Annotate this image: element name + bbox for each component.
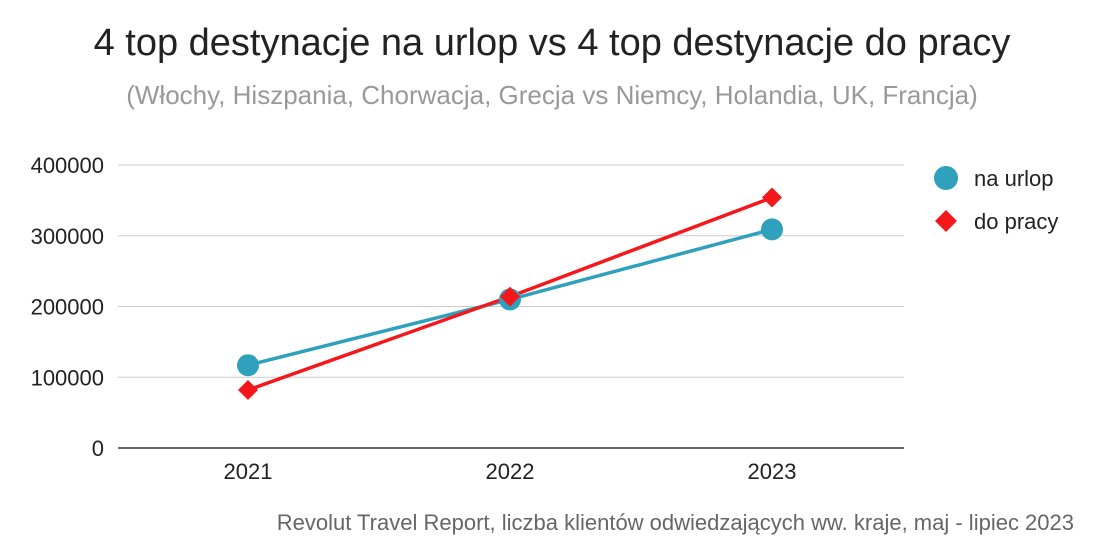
legend-label: do pracy	[974, 209, 1058, 234]
data-point-diamond	[238, 379, 258, 400]
y-axis-ticks: 0 100000 200000 300000 400000	[31, 153, 104, 461]
y-tick-label: 200000	[31, 295, 104, 320]
data-point-diamond	[762, 187, 782, 208]
chart-title: 4 top destynacje na urlop vs 4 top desty…	[93, 22, 1011, 64]
x-tick-label: 2021	[224, 459, 273, 484]
x-tick-label: 2022	[486, 459, 535, 484]
legend-label: na urlop	[974, 166, 1054, 191]
x-axis-ticks: 2021 2022 2023	[224, 459, 797, 484]
legend: na urlop do pracy	[934, 166, 1058, 234]
data-point-circle	[237, 354, 259, 377]
y-tick-label: 100000	[31, 365, 104, 390]
x-tick-label: 2023	[748, 459, 797, 484]
chart-subtitle: (Włochy, Hiszpania, Chorwacja, Grecja vs…	[126, 80, 978, 110]
legend-diamond-icon	[935, 210, 957, 232]
y-tick-label: 400000	[31, 153, 104, 178]
y-tick-label: 0	[92, 436, 104, 461]
data-point-circle	[761, 218, 783, 241]
series-markers	[237, 187, 783, 400]
data-point-diamond	[500, 286, 520, 307]
legend-circle-icon	[934, 166, 958, 190]
source-note: Revolut Travel Report, liczba klientów o…	[276, 510, 1074, 535]
y-tick-label: 300000	[31, 224, 104, 249]
